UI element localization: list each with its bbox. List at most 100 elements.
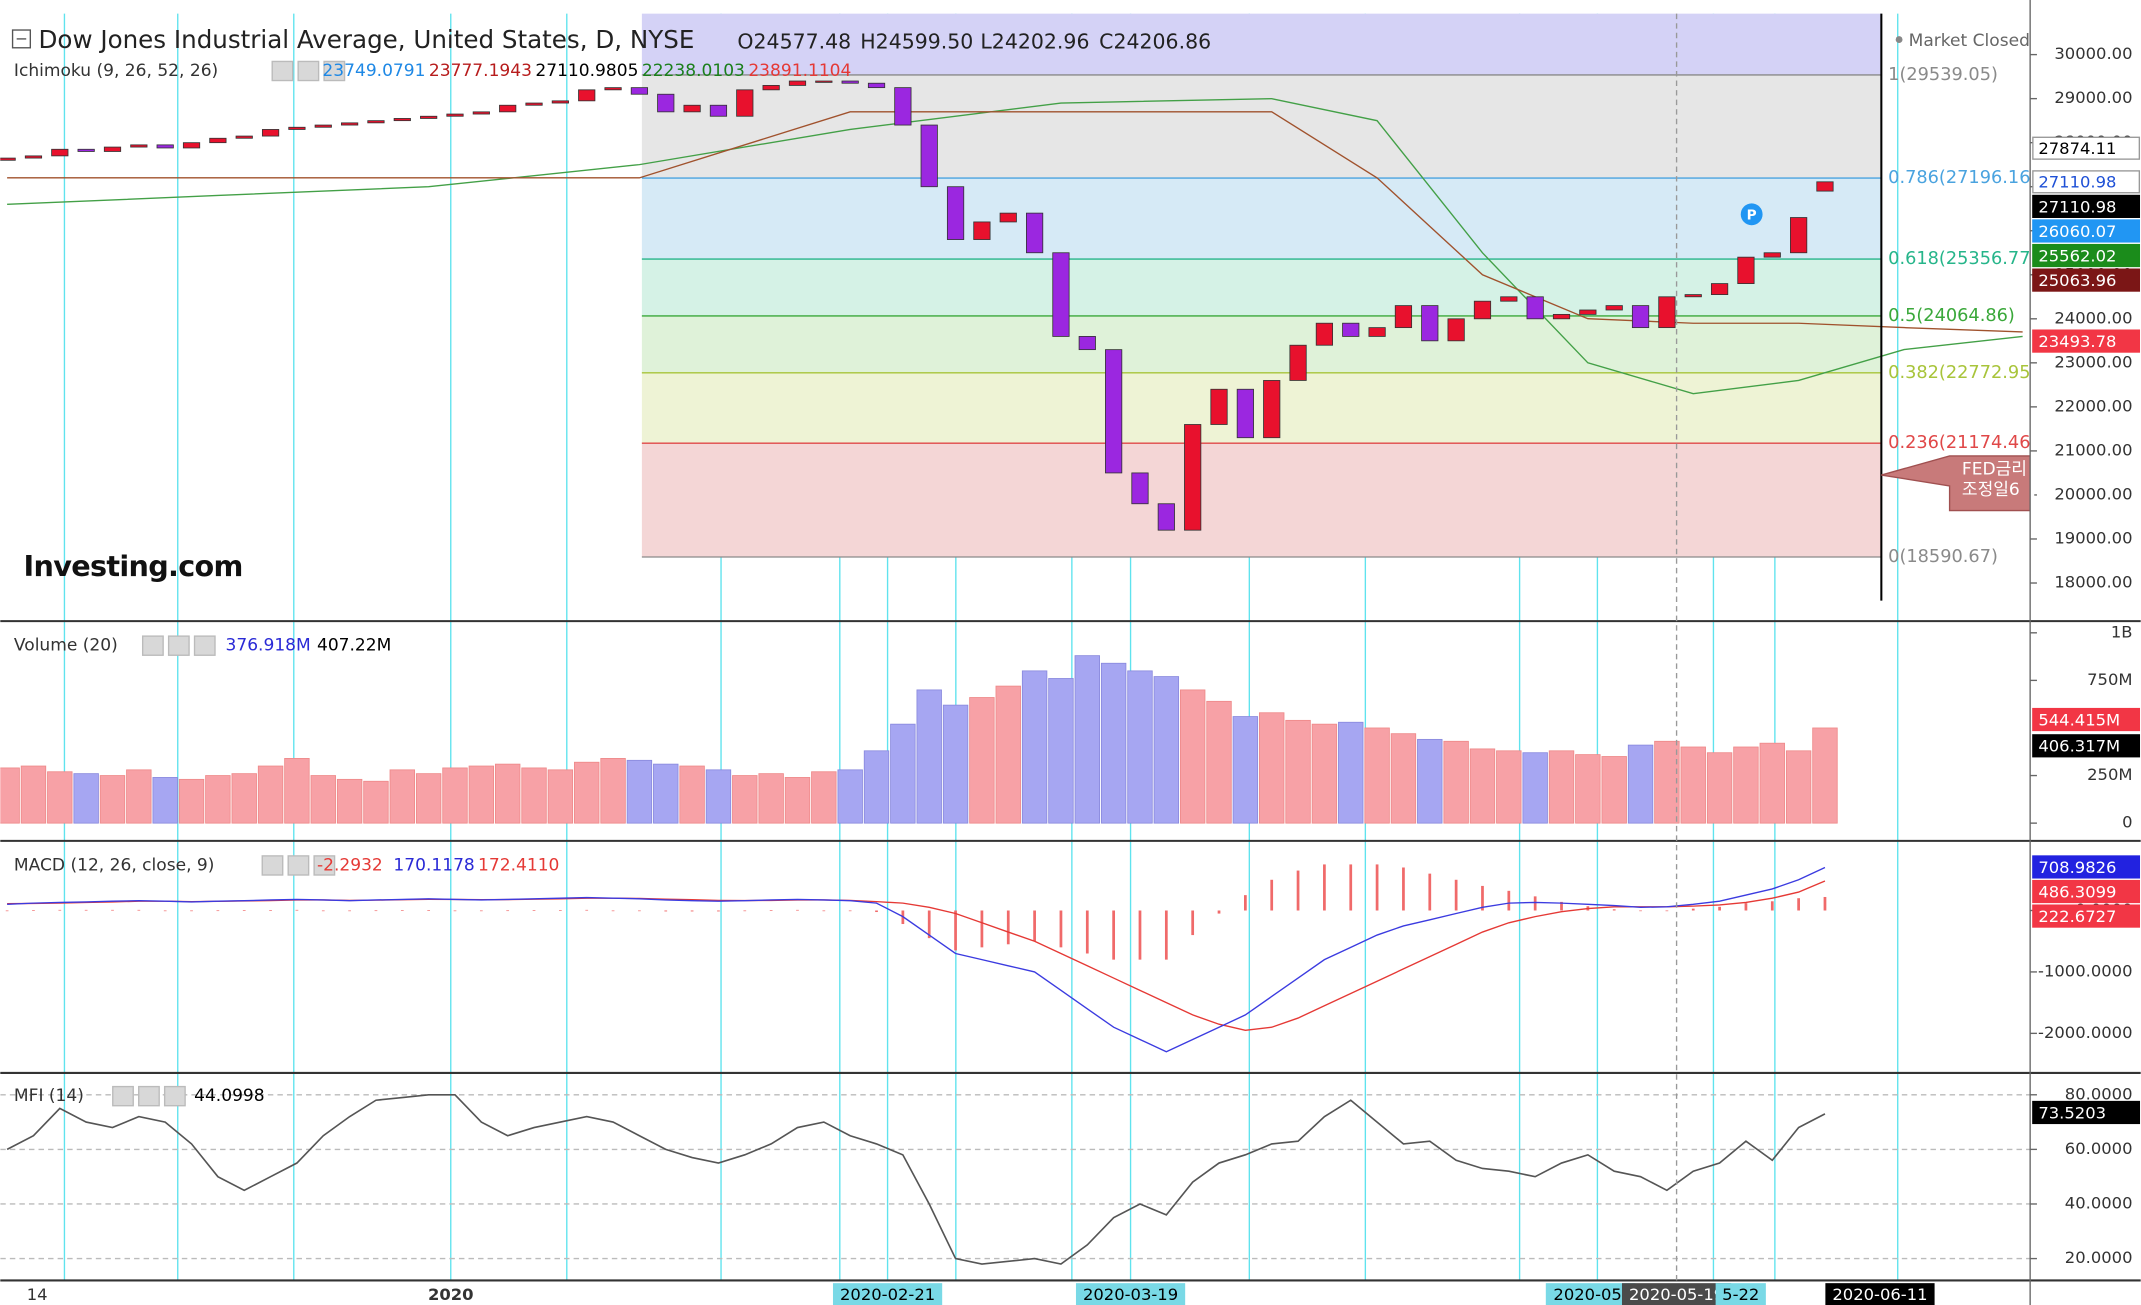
price-tag-label: 26060.07	[2038, 222, 2116, 241]
indicator-icon[interactable]	[323, 60, 346, 82]
candle-body	[1631, 305, 1650, 329]
price-tag-label: 222.6727	[2038, 907, 2116, 926]
ohlc-close: C24206.86	[1099, 29, 1211, 53]
macd-histogram-bar	[1112, 910, 1116, 960]
candle-body	[1025, 212, 1044, 254]
volume-bar	[152, 777, 178, 824]
candle-body	[1526, 296, 1544, 320]
fib-band	[641, 178, 1882, 260]
price-tag	[2032, 855, 2141, 879]
indicator-value: 376.918M	[226, 636, 311, 656]
candle-body	[709, 104, 728, 117]
ohlc-high: H24599.50	[860, 29, 973, 53]
macd-histogram-bar	[769, 910, 773, 911]
indicator-icon[interactable]	[313, 855, 336, 876]
candle-body	[1342, 322, 1360, 337]
indicator-icon[interactable]	[141, 635, 164, 656]
indicator-value: -2.2932	[317, 855, 383, 875]
volume-bar	[969, 697, 995, 824]
price-tag-label: 486.3099	[2038, 882, 2116, 901]
macd-histogram-bar	[1296, 870, 1300, 911]
candle-body	[578, 89, 596, 102]
macd-histogram-bar	[559, 910, 562, 911]
macd-histogram-bar	[611, 910, 615, 912]
macd-histogram-bar	[269, 910, 272, 911]
macd-line	[7, 866, 1826, 1053]
macd-histogram-bar	[822, 910, 826, 912]
x-tick-label: 5-22	[1722, 1285, 1759, 1304]
macd-histogram-bar	[1323, 864, 1326, 911]
indicator-value: 407.22M	[317, 636, 391, 656]
price-tag	[2032, 136, 2141, 160]
candle-body	[788, 80, 807, 86]
fib-band	[641, 315, 1882, 373]
fib-band-top	[641, 13, 1882, 75]
indicator-icon[interactable]	[163, 1085, 186, 1107]
candle-body	[393, 118, 411, 122]
indicator-icon[interactable]	[193, 635, 216, 656]
indicator-label: MACD (12, 26, close, 9)	[14, 855, 214, 875]
macd-histogram-bar	[5, 910, 9, 912]
volume-bar	[494, 763, 521, 824]
volume-bar	[1074, 655, 1100, 824]
volume-bar	[0, 767, 20, 824]
price-tag	[2032, 219, 2141, 243]
x-tick-label: 2020-02-21	[840, 1285, 935, 1304]
volume-bar	[47, 771, 73, 824]
price-tag	[2032, 243, 2141, 268]
y-tick-label: 20000.00	[2054, 484, 2132, 503]
volume-bar	[1259, 712, 1285, 824]
indicator-icon[interactable]	[271, 60, 294, 82]
candle-body	[946, 186, 965, 240]
indicator-icon[interactable]	[112, 1085, 134, 1107]
volume-bar	[20, 765, 47, 824]
y-tick-label: 22000.00	[2054, 396, 2132, 415]
indicator-icon[interactable]	[167, 635, 190, 656]
candle-body	[367, 120, 385, 124]
candle-body	[1289, 344, 1307, 381]
macd-histogram-bar	[216, 910, 220, 912]
candle-body	[1368, 327, 1386, 337]
indicator-icon[interactable]	[261, 855, 284, 876]
candle-body	[1500, 296, 1518, 302]
macd-histogram-bar	[137, 909, 141, 911]
indicator-icon[interactable]	[297, 60, 320, 82]
macd-histogram-bar	[1665, 910, 1669, 912]
volume-bar	[863, 750, 890, 824]
volume-bar	[1417, 738, 1443, 824]
volume-bar	[890, 723, 916, 824]
indicator-icon[interactable]	[287, 855, 310, 876]
volume-bar	[1759, 742, 1785, 824]
macd-histogram-bar	[1691, 908, 1695, 911]
collapse-icon[interactable]	[11, 29, 32, 49]
p-marker[interactable]	[1740, 203, 1763, 226]
candle-body	[920, 124, 938, 188]
price-tag	[2032, 904, 2141, 928]
indicator-label: MFI (14)	[14, 1086, 84, 1106]
x-tick-label: 2020-06-11	[1832, 1285, 1927, 1304]
ichimoku-cloud-line	[7, 111, 2023, 333]
macd-histogram-bar	[1270, 879, 1274, 911]
x-label-box	[1715, 1283, 1766, 1305]
candle-body	[1421, 305, 1439, 342]
candle-body	[51, 148, 69, 157]
y-tick-label: -1000.0000	[2038, 961, 2132, 980]
macd-histogram-bar	[111, 909, 114, 911]
candle-body	[1078, 336, 1096, 351]
macd-histogram-bar	[1718, 906, 1721, 911]
price-tag	[2032, 707, 2141, 732]
y-tick-label: 40.0000	[2065, 1193, 2133, 1212]
y-tick-label: 80.0000	[2065, 1084, 2133, 1103]
indicator-icon[interactable]	[138, 1085, 160, 1107]
macd-histogram-bar	[348, 910, 351, 912]
candle-body	[156, 144, 174, 149]
candle-body	[446, 113, 464, 117]
indicator-value: 170.1178	[393, 855, 474, 875]
price-tag	[2032, 268, 2141, 292]
macd-histogram-bar	[585, 909, 589, 911]
y-tick-label: 250M	[2087, 765, 2132, 784]
volume-bar	[916, 689, 942, 824]
macd-histogram-bar	[32, 910, 35, 911]
volume-bar	[126, 769, 152, 824]
candle-body	[130, 144, 148, 148]
